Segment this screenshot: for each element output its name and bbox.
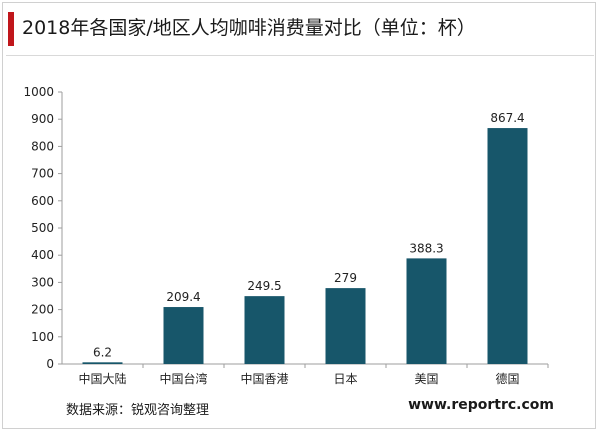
bar xyxy=(163,307,204,364)
bar-value-label: 388.3 xyxy=(409,241,443,255)
y-tick-label: 800 xyxy=(31,139,54,153)
x-tick-label: 日本 xyxy=(333,372,357,386)
y-tick-label: 0 xyxy=(46,357,54,371)
y-tick-label: 900 xyxy=(31,112,54,126)
chart-axes: 0 100 200 300 400 500 600 700 800 900 1000 中国大陆 中国台湾… xyxy=(23,85,549,386)
x-tick-label: 美国 xyxy=(414,372,438,386)
bar xyxy=(244,296,285,364)
bar-value-label: 209.4 xyxy=(166,290,200,304)
x-tick-label: 中国香港 xyxy=(240,371,288,386)
y-tick-label: 300 xyxy=(31,275,54,289)
y-tick-label: 700 xyxy=(31,167,54,181)
chart-data-labels: 6.2 209.4 249.5 279 388.3 867.4 xyxy=(93,111,525,359)
bar-value-label: 867.4 xyxy=(490,111,524,125)
bar xyxy=(325,288,366,364)
bar xyxy=(487,128,528,364)
title-divider xyxy=(6,55,594,56)
bar xyxy=(406,258,447,364)
title-accent-bar xyxy=(8,12,14,46)
x-tick-label: 中国大陆 xyxy=(78,371,126,386)
y-tick-label: 600 xyxy=(31,194,54,208)
website-link[interactable]: www.reportrc.com xyxy=(408,397,554,413)
chart-title: 2018年各国家/地区人均咖啡消费量对比（单位：杯） xyxy=(22,17,476,39)
y-tick-label: 400 xyxy=(31,248,54,262)
bar-value-label: 6.2 xyxy=(93,345,112,359)
data-source-note: 数据来源：锐观咨询整理 xyxy=(66,403,210,418)
y-tick-label: 100 xyxy=(31,330,54,344)
chart-bars xyxy=(82,128,528,364)
x-tick-label: 中国台湾 xyxy=(159,371,207,386)
y-tick-label: 500 xyxy=(31,221,54,235)
y-tick-label: 200 xyxy=(31,303,54,317)
bar-value-label: 279 xyxy=(334,271,357,285)
bar xyxy=(82,362,123,364)
y-tick-label: 1000 xyxy=(23,85,54,99)
bar-value-label: 249.5 xyxy=(247,279,281,293)
x-tick-label: 德国 xyxy=(495,371,519,386)
